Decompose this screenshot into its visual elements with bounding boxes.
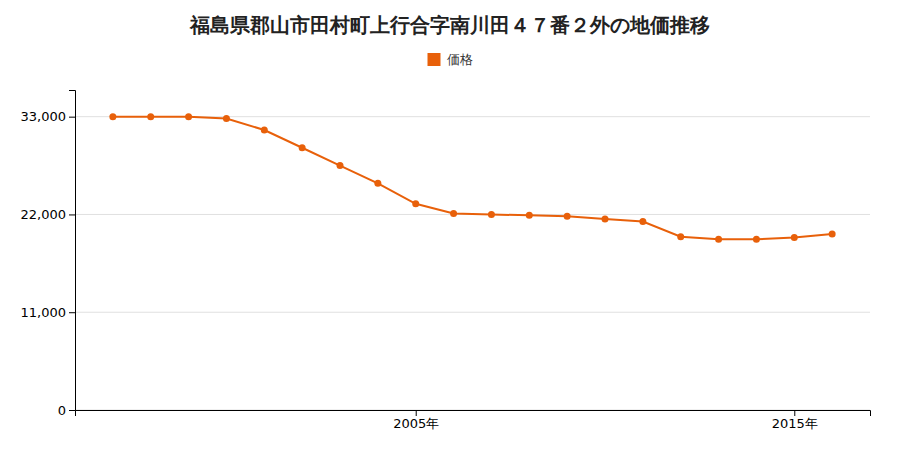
tick: 2005年 bbox=[393, 410, 439, 431]
y-axis: 0 11,000 22,000 33,000 bbox=[21, 91, 76, 418]
tick-mark bbox=[69, 410, 75, 411]
tick-label: 22,000 bbox=[21, 207, 67, 222]
axis-line bbox=[69, 91, 76, 411]
tick-mark bbox=[794, 410, 795, 416]
tick-label: 0 bbox=[58, 403, 66, 418]
point bbox=[715, 236, 722, 243]
tick: 22,000 bbox=[21, 207, 76, 222]
point bbox=[526, 212, 533, 219]
point bbox=[109, 113, 116, 120]
legend-item: 価格 bbox=[428, 52, 473, 67]
point bbox=[185, 113, 192, 120]
tick-label: 2015年 bbox=[772, 416, 818, 431]
point bbox=[639, 218, 646, 225]
point bbox=[223, 115, 230, 122]
point bbox=[791, 234, 798, 241]
tick-mark bbox=[69, 214, 75, 215]
plot-area: 2005年 2015年 0 11,000 22,000 33,000 bbox=[21, 91, 871, 432]
tick-mark bbox=[416, 410, 417, 416]
point bbox=[564, 213, 571, 220]
tick: 0 bbox=[58, 403, 75, 418]
title: 福島県郡山市田村町上行合字南川田４７番２外の地価推移 bbox=[189, 13, 710, 37]
tick: 33,000 bbox=[21, 109, 76, 124]
tick-label: 11,000 bbox=[21, 305, 67, 320]
point bbox=[147, 113, 154, 120]
tick: 11,000 bbox=[21, 305, 76, 320]
point bbox=[677, 233, 684, 240]
point bbox=[450, 210, 457, 217]
tick-label: 33,000 bbox=[21, 109, 67, 124]
line bbox=[113, 117, 832, 240]
series-group bbox=[109, 113, 835, 243]
tick-mark bbox=[69, 312, 75, 313]
tick-label: 2005年 bbox=[393, 416, 439, 431]
point bbox=[374, 180, 381, 187]
point bbox=[829, 231, 836, 238]
axis-line bbox=[76, 411, 871, 417]
grid bbox=[75, 117, 870, 410]
point bbox=[261, 127, 268, 134]
point bbox=[488, 211, 495, 218]
grid-line bbox=[75, 312, 870, 313]
legend-swatch bbox=[428, 53, 441, 66]
point bbox=[299, 144, 306, 151]
point bbox=[602, 215, 609, 222]
tick: 2015年 bbox=[772, 410, 818, 431]
x-axis: 2005年 2015年 bbox=[76, 410, 871, 431]
chart: 2005年 2015年 0 11,000 22,000 33,000 福島県郡山市田村町上行… bbox=[0, 0, 900, 450]
point bbox=[412, 200, 419, 207]
legend-label: 価格 bbox=[447, 52, 473, 67]
point bbox=[337, 162, 344, 169]
legend: 価格 bbox=[428, 52, 473, 67]
tick-mark bbox=[69, 117, 75, 118]
point bbox=[753, 236, 760, 243]
